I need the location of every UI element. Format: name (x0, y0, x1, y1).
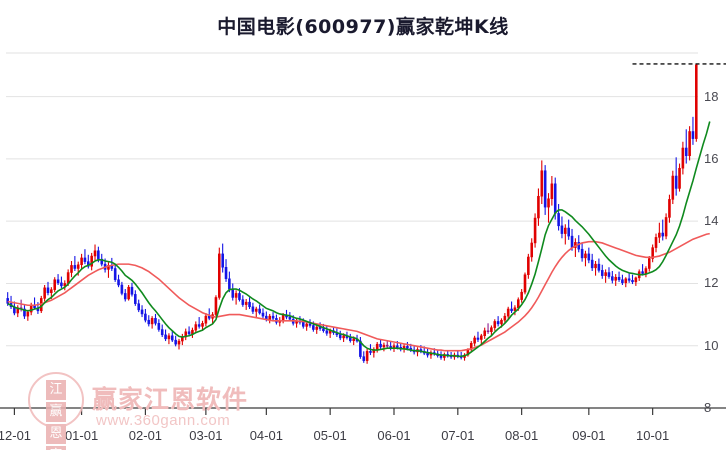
candlestick-series (6, 63, 698, 364)
watermark-logo-char: 赢 (46, 402, 66, 422)
y-axis-tick-label: 10 (704, 337, 719, 353)
x-axis-tick-label: 05-01 (313, 428, 347, 443)
watermark-url: www.360gann.com (96, 412, 231, 429)
y-axis-tick-label: 14 (704, 213, 719, 229)
x-axis-tick-label: 06-01 (377, 428, 411, 443)
x-axis-tick-label: 07-01 (441, 428, 475, 443)
y-axis-tick-label: 16 (704, 150, 719, 166)
y-axis-tick-label: 18 (704, 88, 719, 104)
x-tick-marks (13, 408, 654, 415)
x-axis-tick-label: 03-01 (189, 428, 223, 443)
watermark-logo-char: 家 (46, 446, 66, 450)
x-axis-tick-label: 08-01 (505, 428, 539, 443)
y-axis-tick-label: 12 (704, 275, 719, 291)
watermark-logo-char: 恩 (46, 424, 66, 444)
ma-long-line (7, 232, 710, 352)
watermark-logo: 江赢恩家 (28, 372, 84, 450)
grid-lines (6, 52, 698, 409)
x-axis-tick-label: 09-01 (572, 428, 606, 443)
watermark-brand: 赢家江恩软件 (92, 385, 249, 414)
x-axis-tick-label: 10-01 (636, 428, 670, 443)
watermark-logo-char: 江 (46, 380, 66, 400)
x-axis-tick-label: 02-01 (128, 428, 163, 443)
ma-short-line (7, 121, 711, 358)
x-axis-tick-label: 12-01 (0, 428, 32, 443)
page-title: 中国电影(600977)赢家乾坤K线 (217, 16, 509, 38)
x-axis-tick-label: 04-01 (249, 428, 283, 443)
y-axis-tick-label: 8 (704, 400, 712, 415)
x-axis-tick-label: 01-01 (64, 428, 99, 443)
